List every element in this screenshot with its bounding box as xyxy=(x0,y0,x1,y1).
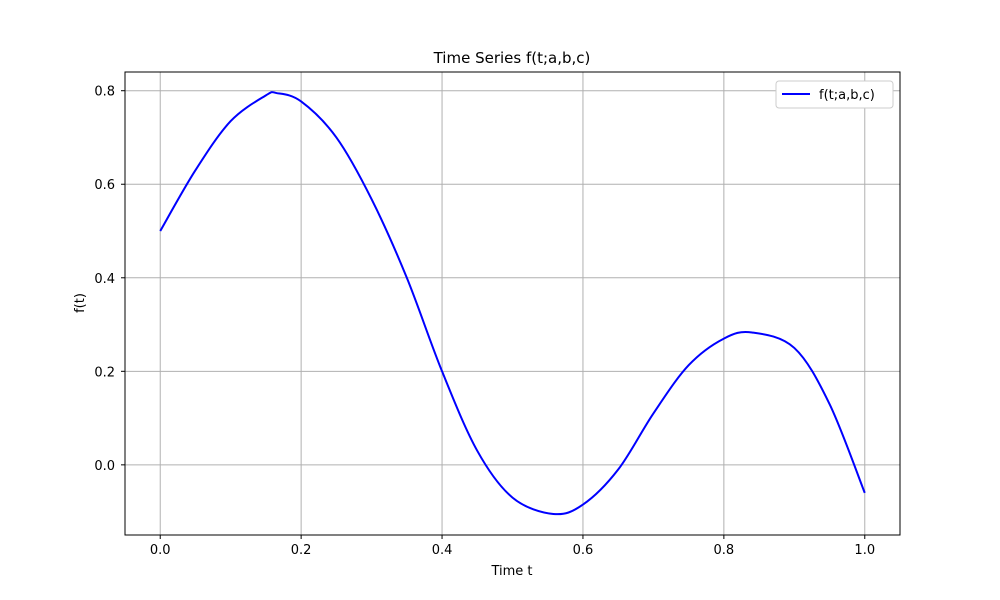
chart-title: Time Series f(t;a,b,c) xyxy=(433,49,591,67)
x-tick-label: 0.0 xyxy=(150,543,171,558)
legend-label: f(t;a,b,c) xyxy=(819,88,875,103)
y-tick-label: 0.0 xyxy=(94,459,115,474)
x-tick-label: 1.0 xyxy=(854,543,875,558)
plot-frame xyxy=(124,71,901,536)
axis-ticks: 0.0 0.2 0.4 0.6 0.8 1.0 0.0 0.2 0.4 0.6 0.8 xyxy=(94,85,875,558)
y-axis-label: f(t) xyxy=(73,293,88,313)
y-tick-label: 0.2 xyxy=(94,365,115,380)
y-tick-label: 0.6 xyxy=(94,178,115,193)
x-axis-label: Time t xyxy=(490,564,532,579)
grid-lines xyxy=(125,72,900,535)
series-line-0 xyxy=(159,91,866,516)
series-layer xyxy=(159,91,866,516)
x-tick-label: 0.4 xyxy=(432,543,453,558)
y-tick-label: 0.4 xyxy=(94,272,115,287)
x-tick-label: 0.6 xyxy=(573,543,594,558)
x-tick-label: 0.2 xyxy=(291,543,312,558)
legend-box xyxy=(775,80,894,109)
legend: f(t;a,b,c) xyxy=(775,80,894,109)
y-tick-label: 0.8 xyxy=(94,85,115,100)
x-tick-label: 0.8 xyxy=(714,543,735,558)
